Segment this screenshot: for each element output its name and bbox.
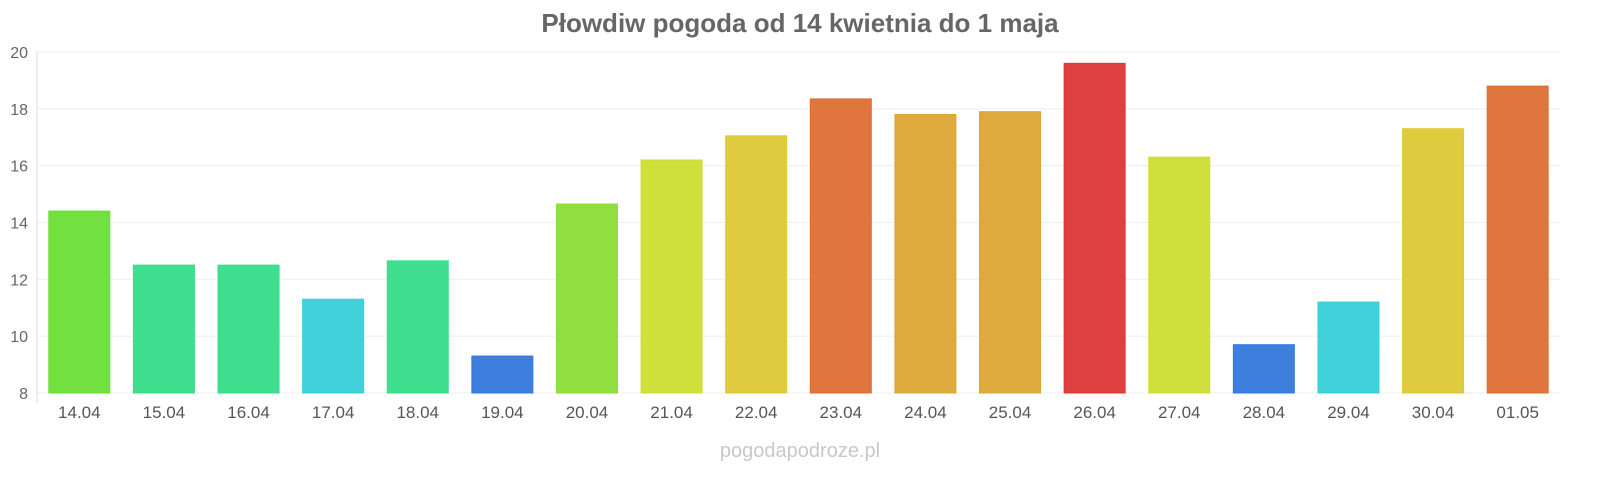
- x-tick-label: 25.04: [989, 403, 1032, 422]
- bar-01.05: [1486, 85, 1549, 394]
- bar-19.04: [471, 355, 534, 394]
- x-tick-label: 14.04: [58, 403, 101, 422]
- bar-23.04: [809, 98, 872, 394]
- bar-30.04: [1402, 128, 1465, 394]
- bar-22.04: [725, 135, 788, 394]
- bar-18.04: [386, 260, 449, 394]
- bar-26.04: [1063, 62, 1126, 394]
- bar-14.04: [48, 210, 111, 394]
- bar-25.04: [979, 111, 1042, 394]
- x-tick-label: 15.04: [143, 403, 186, 422]
- y-tick-label: 12: [10, 272, 28, 289]
- x-tick-label: 29.04: [1327, 403, 1370, 422]
- x-tick-label: 19.04: [481, 403, 524, 422]
- x-tick-label: 28.04: [1243, 403, 1286, 422]
- y-tick-label: 18: [10, 102, 28, 119]
- x-tick-label: 24.04: [904, 403, 947, 422]
- x-tick-label: 27.04: [1158, 403, 1201, 422]
- x-tick-label: 16.04: [227, 403, 270, 422]
- bar-21.04: [640, 159, 703, 394]
- bar-28.04: [1232, 344, 1295, 394]
- x-tick-label: 23.04: [820, 403, 863, 422]
- bar-27.04: [1148, 156, 1211, 394]
- chart-title: Płowdiw pogoda od 14 kwietnia do 1 maja: [541, 8, 1059, 38]
- x-tick-label: 17.04: [312, 403, 355, 422]
- bar-20.04: [555, 203, 618, 394]
- x-tick-label: 30.04: [1412, 403, 1455, 422]
- bar-16.04: [217, 264, 280, 394]
- watermark[interactable]: pogodapodroze.pl: [719, 440, 881, 462]
- y-tick-label: 10: [10, 329, 28, 346]
- x-tick-label: 21.04: [650, 403, 693, 422]
- x-tick-label: 26.04: [1073, 403, 1116, 422]
- y-tick-label: 14: [10, 216, 28, 233]
- bar-17.04: [302, 298, 365, 394]
- bar-15.04: [132, 264, 195, 394]
- x-tick-label: 01.05: [1496, 403, 1539, 422]
- x-tick-label: 20.04: [566, 403, 609, 422]
- bar-29.04: [1317, 301, 1380, 394]
- x-tick-label: 22.04: [735, 403, 778, 422]
- bar-24.04: [894, 114, 957, 394]
- x-tick-label: 18.04: [396, 403, 439, 422]
- y-tick-label: 20: [10, 45, 28, 62]
- y-tick-label: 16: [10, 159, 28, 176]
- y-tick-label: 8: [19, 386, 28, 403]
